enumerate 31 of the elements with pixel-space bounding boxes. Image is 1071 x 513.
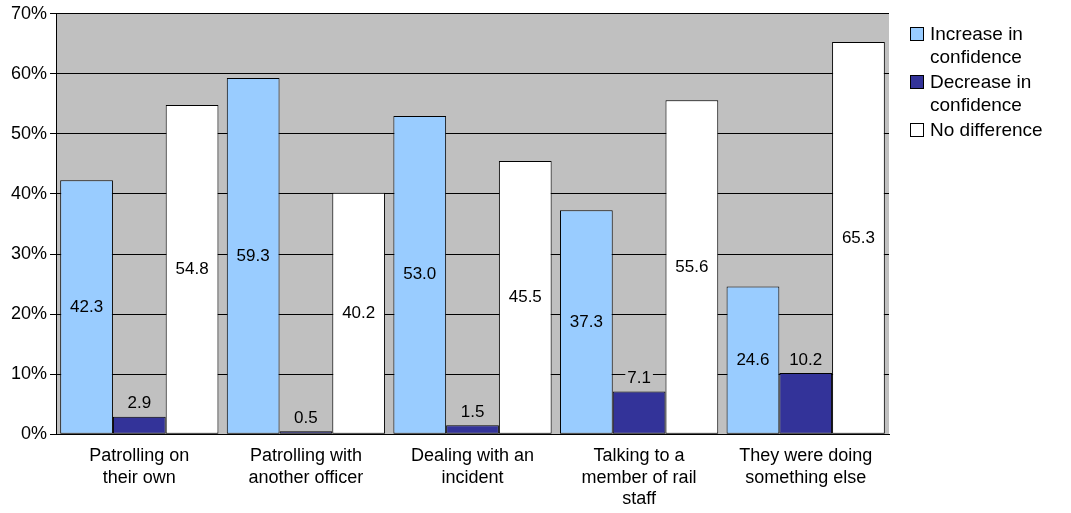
- y-tick-label: 10%: [11, 363, 48, 384]
- data-label: 0.5: [294, 407, 318, 427]
- data-label: 42.3: [70, 296, 104, 316]
- data-label: 54.8: [175, 259, 209, 279]
- x-tick-label: Patrolling with another officer: [248, 444, 364, 487]
- y-tick-label: 60%: [11, 62, 48, 83]
- x-tick-label: They were doing something else: [739, 444, 873, 487]
- y-tick-label: 20%: [11, 303, 48, 324]
- data-label: 7.1: [627, 368, 651, 388]
- data-label: 24.6: [736, 349, 770, 369]
- y-tick-label: 40%: [11, 182, 48, 203]
- legend-label: Increase in confidence: [930, 22, 1024, 68]
- data-label: 37.3: [569, 311, 603, 331]
- data-label: 53.0: [403, 264, 437, 284]
- data-label: 1.5: [460, 401, 485, 421]
- data-label: 40.2: [342, 302, 376, 322]
- y-tick-label: 70%: [11, 2, 48, 23]
- x-tick-label: Patrolling on their own: [89, 444, 190, 487]
- data-label: 65.3: [841, 227, 875, 247]
- legend-label: No difference: [930, 118, 1043, 141]
- y-tick-label: 30%: [11, 243, 48, 263]
- data-label: 55.6: [675, 256, 709, 276]
- legend-label: Decrease in confidence: [930, 70, 1033, 116]
- data-label: 59.3: [236, 245, 270, 265]
- y-tick-label: 0%: [21, 423, 48, 444]
- data-label: 10.2: [789, 349, 823, 369]
- y-tick-label: 50%: [11, 122, 48, 143]
- x-tick-label: Dealing with an incident: [410, 444, 535, 487]
- data-label: 45.5: [508, 287, 542, 307]
- x-tick-label: Talking to a member of rail staff: [581, 444, 697, 509]
- data-label: 2.9: [127, 393, 152, 413]
